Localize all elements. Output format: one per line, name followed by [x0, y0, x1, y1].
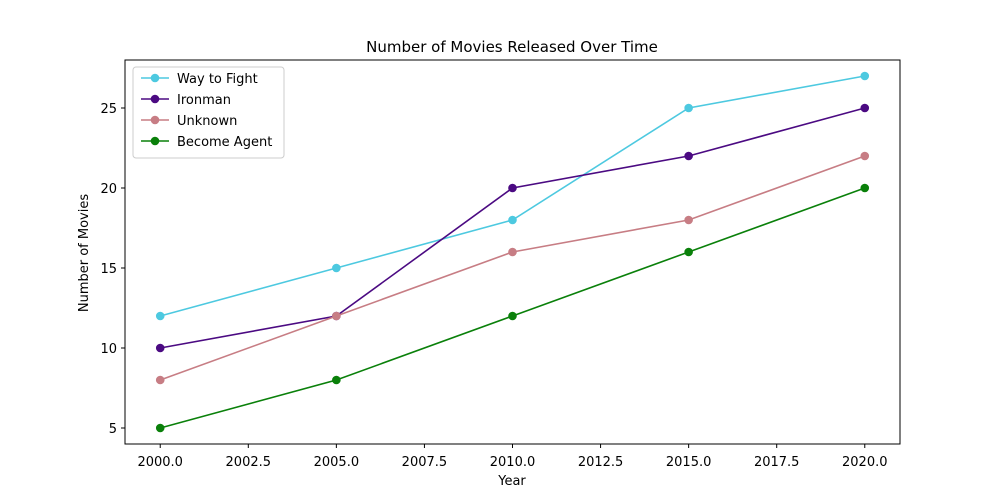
- series-0: [155, 71, 870, 321]
- data-point: [332, 311, 341, 321]
- data-point: [684, 151, 693, 161]
- data-point: [860, 151, 870, 161]
- legend-box: [132, 66, 285, 159]
- x-axis-label: Year: [497, 474, 526, 489]
- data-point: [684, 215, 693, 225]
- x-tick-label: 2002.5: [226, 455, 272, 470]
- series-2: [155, 151, 870, 385]
- legend-marker: [150, 136, 160, 146]
- legend-label: Way to Fight: [177, 72, 258, 87]
- legend-marker: [150, 115, 160, 125]
- data-point: [860, 103, 870, 113]
- x-tick-label: 2015.0: [666, 455, 712, 470]
- legend: Way to Fight Ironman Unknown Become Agent: [132, 66, 285, 159]
- legend-marker: [150, 73, 160, 83]
- data-point: [508, 247, 517, 257]
- legend-marker: [150, 94, 160, 104]
- data-point: [155, 423, 165, 433]
- data-point: [155, 311, 165, 321]
- x-tick-label: 2010.0: [490, 455, 536, 470]
- y-tick-label: 25: [100, 102, 117, 117]
- data-point: [684, 247, 693, 257]
- x-tick-label: 2007.5: [402, 455, 448, 470]
- y-tick-label: 10: [100, 342, 117, 357]
- series-3: [155, 183, 870, 433]
- x-tick-label: 2020.0: [842, 455, 888, 470]
- data-point: [332, 375, 341, 385]
- data-point: [155, 343, 165, 353]
- data-point: [332, 263, 341, 273]
- x-tick-label: 2000.0: [137, 455, 183, 470]
- data-point: [508, 215, 517, 225]
- x-tick-label: 2012.5: [578, 455, 624, 470]
- data-point: [684, 103, 693, 113]
- y-tick-label: 5: [109, 422, 117, 437]
- legend-label: Unknown: [177, 114, 237, 129]
- y-axis-label: Number of Movies: [77, 194, 92, 312]
- chart-title: Number of Movies Released Over Time: [366, 38, 658, 56]
- y-tick-label: 20: [100, 182, 117, 197]
- x-tick-label: 2017.5: [754, 455, 800, 470]
- legend-label: Ironman: [177, 93, 231, 108]
- data-point: [860, 71, 870, 81]
- data-point: [508, 311, 517, 321]
- x-tick-label: 2005.0: [314, 455, 360, 470]
- data-point: [155, 375, 165, 385]
- legend-label: Become Agent: [177, 135, 272, 150]
- y-tick-label: 15: [100, 262, 117, 277]
- data-point: [508, 183, 517, 193]
- data-point: [860, 183, 870, 193]
